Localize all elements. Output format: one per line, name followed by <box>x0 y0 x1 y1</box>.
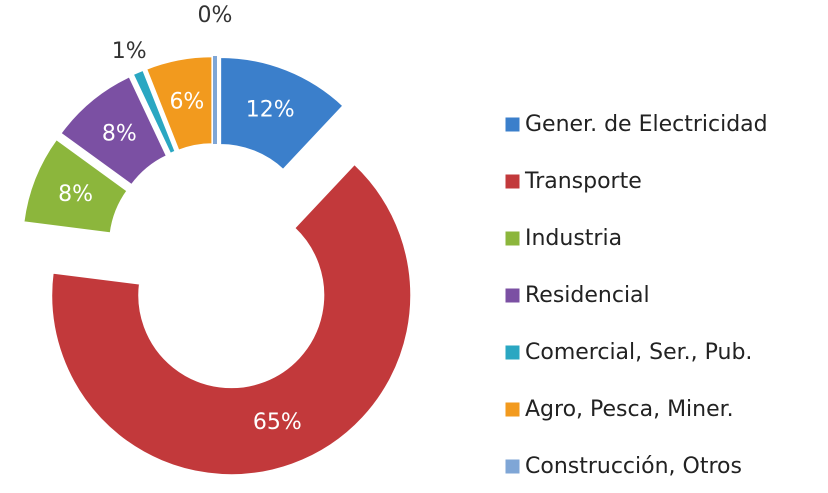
donut-slice <box>144 55 214 153</box>
legend-swatch <box>504 116 521 133</box>
data-label: 12% <box>246 98 295 123</box>
data-label: 65% <box>253 410 302 435</box>
data-label: 6% <box>169 90 204 115</box>
legend-label: Construcción, Otros <box>525 454 742 479</box>
legend-swatch <box>504 458 521 475</box>
legend-label: Comercial, Ser., Pub. <box>525 340 752 365</box>
legend-swatch <box>504 230 521 247</box>
data-label: 0% <box>198 3 233 28</box>
legend-swatch <box>504 344 521 361</box>
donut-slice <box>219 55 345 172</box>
donut-slice <box>59 75 169 187</box>
data-label: 8% <box>102 121 137 146</box>
donut-slice <box>131 68 177 156</box>
legend-swatch <box>504 287 521 304</box>
legend-label: Gener. de Electricidad <box>525 112 768 137</box>
donut-slice <box>22 137 129 235</box>
donut-slice <box>50 162 413 477</box>
legend-swatch <box>504 173 521 190</box>
data-label: 8% <box>58 182 93 207</box>
legend-label: Agro, Pesca, Miner. <box>525 397 734 422</box>
legend-label: Transporte <box>524 169 642 194</box>
legend-label: Residencial <box>525 283 650 308</box>
legend-swatch <box>504 401 521 418</box>
data-label: 1% <box>112 39 147 64</box>
legend-label: Industria <box>525 226 622 251</box>
